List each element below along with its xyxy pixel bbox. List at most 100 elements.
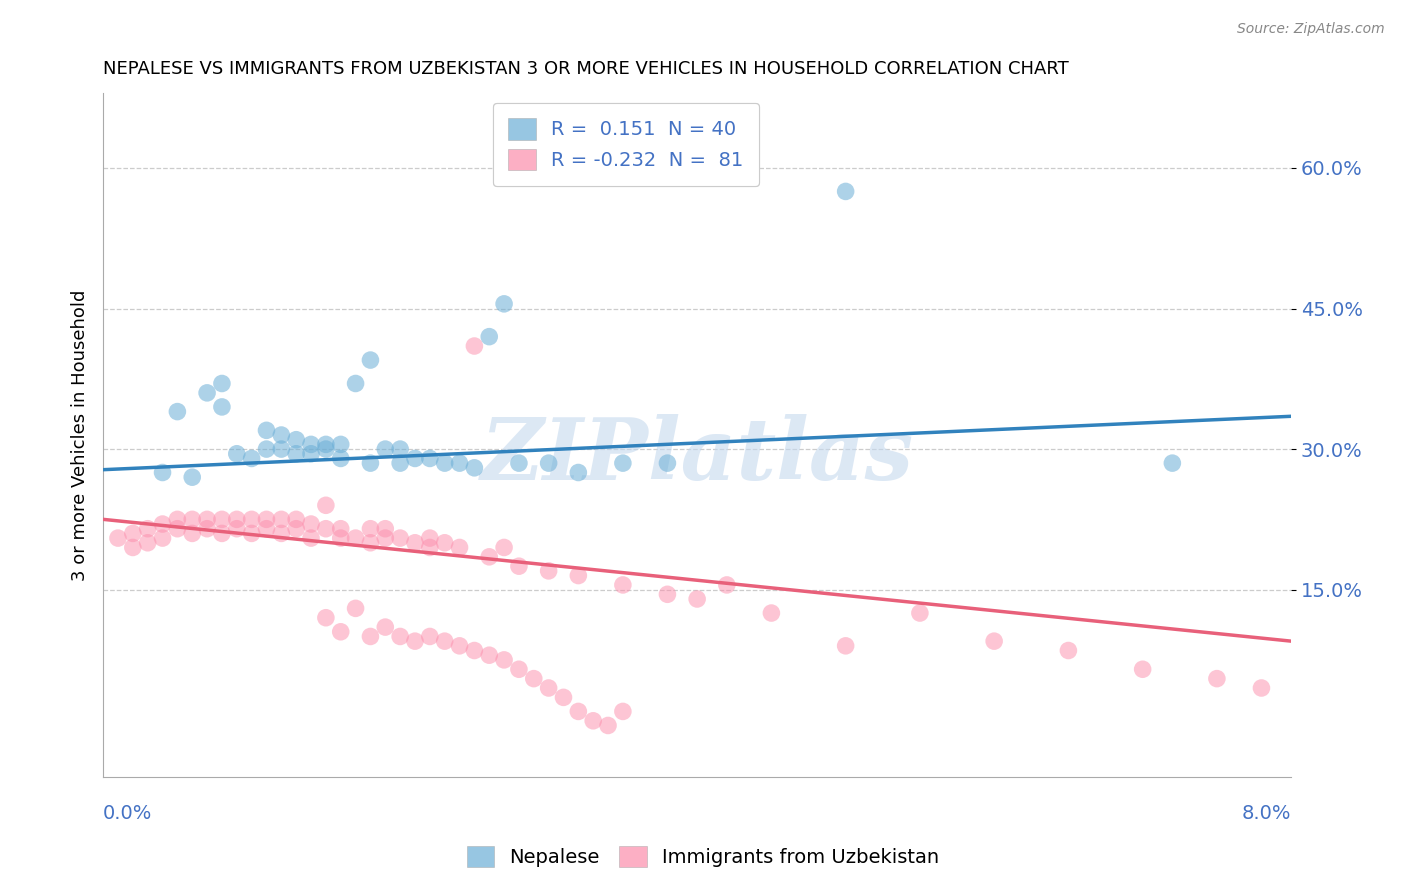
Legend: Nepalese, Immigrants from Uzbekistan: Nepalese, Immigrants from Uzbekistan (458, 838, 948, 875)
Point (166, 404, 188, 418)
Point (419, 630, 441, 644)
Point (419, 531, 441, 545)
Point (478, 648, 501, 663)
Point (152, 516, 174, 531)
Point (657, 587, 679, 601)
Point (582, 714, 605, 728)
Point (433, 535, 456, 549)
Point (240, 512, 263, 526)
Point (716, 578, 738, 592)
Point (181, 470, 204, 484)
Point (256, 423, 278, 437)
Point (270, 512, 292, 526)
Point (299, 531, 322, 545)
Point (508, 559, 530, 574)
Point (374, 522, 396, 536)
Point (270, 428, 292, 442)
Point (256, 522, 278, 536)
Point (567, 466, 589, 480)
Point (523, 672, 546, 686)
Point (136, 535, 159, 549)
Point (419, 451, 441, 466)
Point (1161, 456, 1184, 470)
Point (285, 433, 308, 447)
Point (374, 531, 396, 545)
Point (567, 568, 589, 582)
Point (121, 526, 143, 541)
Point (329, 522, 352, 536)
Point (449, 541, 471, 555)
Point (344, 531, 367, 545)
Point (596, 718, 619, 732)
Point (449, 639, 471, 653)
Point (344, 376, 367, 391)
Point (433, 634, 456, 648)
Point (494, 653, 516, 667)
Point (329, 531, 352, 545)
Point (389, 456, 412, 470)
Point (612, 456, 634, 470)
Y-axis label: 3 or more Vehicles in Household: 3 or more Vehicles in Household (72, 289, 89, 581)
Text: 0.0%: 0.0% (103, 805, 152, 823)
Point (225, 447, 247, 461)
Point (359, 456, 381, 470)
Point (211, 400, 233, 414)
Point (1132, 662, 1154, 676)
Point (908, 606, 931, 620)
Point (463, 339, 485, 353)
Point (315, 437, 337, 451)
Point (508, 456, 530, 470)
Point (612, 705, 634, 719)
Point (195, 512, 218, 526)
Point (329, 437, 352, 451)
Point (256, 512, 278, 526)
Point (359, 353, 381, 368)
Point (315, 611, 337, 625)
Point (270, 526, 292, 541)
Legend: R =  0.151  N = 40, R = -0.232  N =  81: R = 0.151 N = 40, R = -0.232 N = 81 (492, 103, 759, 186)
Point (136, 522, 159, 536)
Point (374, 442, 396, 456)
Point (433, 456, 456, 470)
Point (211, 376, 233, 391)
Point (389, 442, 412, 456)
Point (419, 541, 441, 555)
Point (374, 620, 396, 634)
Point (612, 578, 634, 592)
Point (285, 522, 308, 536)
Point (404, 634, 426, 648)
Point (449, 456, 471, 470)
Point (315, 498, 337, 512)
Point (299, 447, 322, 461)
Point (359, 522, 381, 536)
Point (225, 522, 247, 536)
Point (553, 690, 575, 705)
Point (166, 522, 188, 536)
Point (344, 601, 367, 615)
Point (404, 535, 426, 549)
Point (240, 451, 263, 466)
Point (225, 512, 247, 526)
Text: NEPALESE VS IMMIGRANTS FROM UZBEKISTAN 3 OR MORE VEHICLES IN HOUSEHOLD CORRELATI: NEPALESE VS IMMIGRANTS FROM UZBEKISTAN 3… (103, 60, 1069, 78)
Point (537, 681, 560, 695)
Point (1206, 672, 1229, 686)
Point (834, 639, 856, 653)
Point (983, 634, 1005, 648)
Point (463, 643, 485, 657)
Point (567, 705, 589, 719)
Point (404, 451, 426, 466)
Text: Source: ZipAtlas.com: Source: ZipAtlas.com (1237, 22, 1385, 37)
Point (181, 512, 204, 526)
Point (299, 516, 322, 531)
Point (657, 456, 679, 470)
Point (195, 385, 218, 400)
Point (359, 630, 381, 644)
Point (329, 624, 352, 639)
Point (211, 526, 233, 541)
Point (240, 526, 263, 541)
Text: 8.0%: 8.0% (1241, 805, 1291, 823)
Point (315, 442, 337, 456)
Point (463, 460, 485, 475)
Point (761, 606, 783, 620)
Point (152, 466, 174, 480)
